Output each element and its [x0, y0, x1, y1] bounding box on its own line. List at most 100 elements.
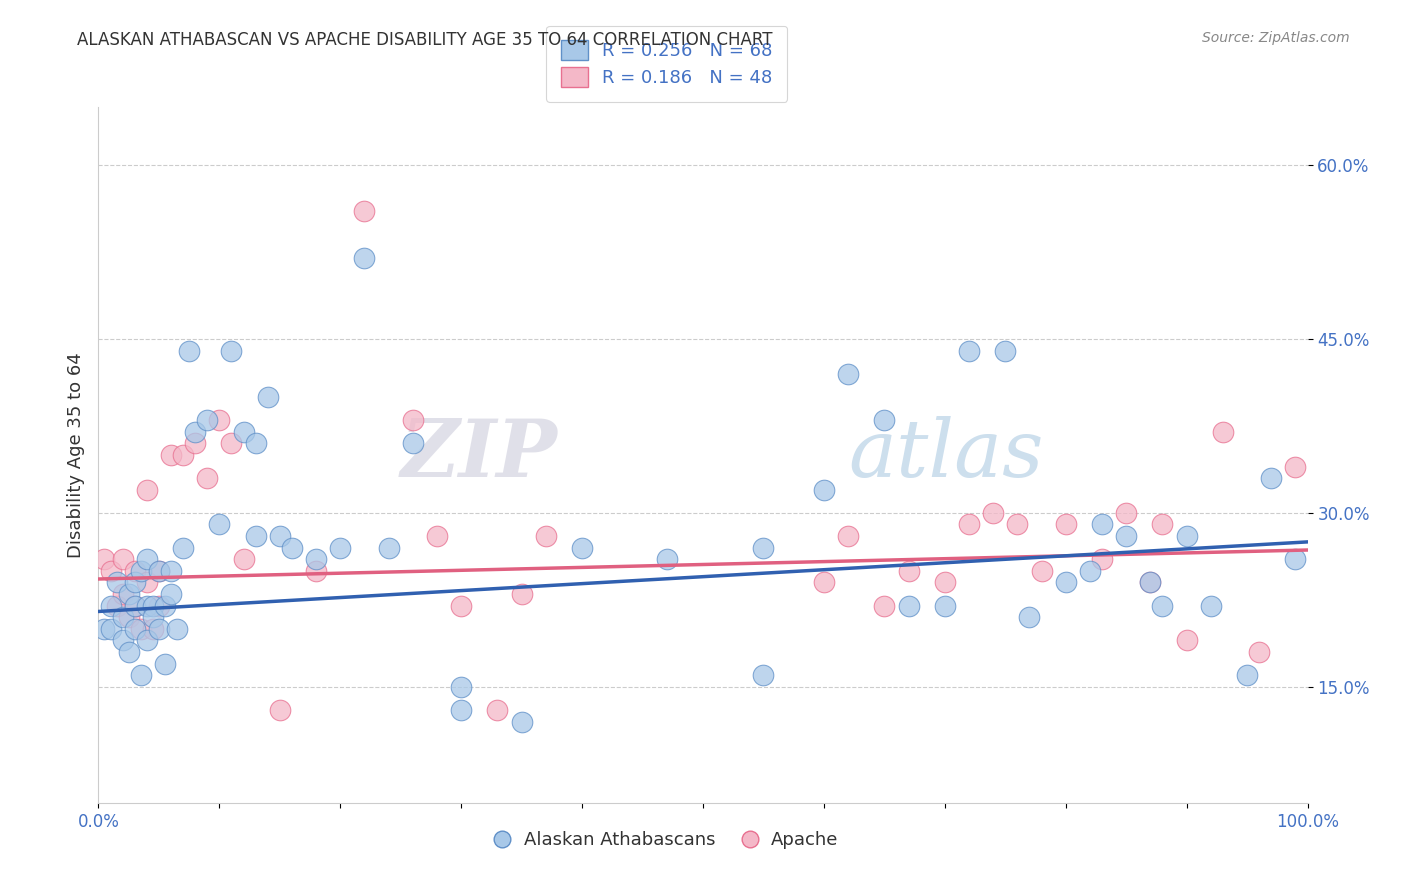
Point — [1175, 529, 1198, 543]
Point — [1284, 459, 1306, 474]
Y-axis label: Disability Age 35 to 64: Disability Age 35 to 64 — [66, 352, 84, 558]
Point — [873, 599, 896, 613]
Point — [1139, 575, 1161, 590]
Point — [655, 552, 678, 566]
Point — [1249, 645, 1271, 659]
Point — [571, 541, 593, 555]
Point — [813, 483, 835, 497]
Point — [124, 599, 146, 613]
Point — [135, 483, 157, 497]
Point — [353, 204, 375, 219]
Point — [1152, 599, 1174, 613]
Text: atlas: atlas — [848, 417, 1043, 493]
Point — [129, 564, 152, 578]
Point — [195, 413, 218, 427]
Point — [1031, 564, 1053, 578]
Point — [1078, 564, 1101, 578]
Point — [752, 541, 775, 555]
Point — [148, 564, 170, 578]
Point — [245, 529, 267, 543]
Point — [118, 645, 141, 659]
Point — [100, 564, 122, 578]
Point — [1152, 517, 1174, 532]
Point — [129, 668, 152, 682]
Point — [142, 610, 165, 624]
Point — [184, 436, 207, 450]
Point — [195, 471, 218, 485]
Text: Source: ZipAtlas.com: Source: ZipAtlas.com — [1202, 31, 1350, 45]
Point — [1091, 517, 1114, 532]
Point — [148, 599, 170, 613]
Point — [184, 425, 207, 439]
Point — [981, 506, 1004, 520]
Point — [142, 599, 165, 613]
Point — [124, 622, 146, 636]
Point — [1175, 633, 1198, 648]
Point — [148, 622, 170, 636]
Point — [172, 541, 194, 555]
Point — [1199, 599, 1222, 613]
Point — [813, 575, 835, 590]
Point — [1091, 552, 1114, 566]
Point — [450, 680, 472, 694]
Point — [135, 633, 157, 648]
Point — [1236, 668, 1258, 682]
Point — [377, 541, 399, 555]
Point — [93, 622, 115, 636]
Point — [129, 622, 152, 636]
Point — [135, 552, 157, 566]
Point — [353, 251, 375, 265]
Point — [1115, 529, 1137, 543]
Point — [994, 343, 1017, 358]
Point — [897, 564, 920, 578]
Point — [124, 564, 146, 578]
Point — [124, 599, 146, 613]
Point — [105, 575, 128, 590]
Point — [269, 703, 291, 717]
Text: ZIP: ZIP — [401, 417, 558, 493]
Point — [208, 413, 231, 427]
Point — [135, 575, 157, 590]
Point — [160, 587, 183, 601]
Point — [1260, 471, 1282, 485]
Point — [534, 529, 557, 543]
Point — [329, 541, 352, 555]
Point — [111, 587, 134, 601]
Point — [426, 529, 449, 543]
Point — [118, 587, 141, 601]
Point — [208, 517, 231, 532]
Point — [166, 622, 188, 636]
Point — [100, 599, 122, 613]
Point — [179, 343, 201, 358]
Point — [486, 703, 509, 717]
Point — [837, 367, 859, 381]
Point — [221, 343, 243, 358]
Point — [269, 529, 291, 543]
Point — [305, 564, 328, 578]
Legend: Alaskan Athabascans, Apache: Alaskan Athabascans, Apache — [488, 824, 846, 856]
Point — [450, 703, 472, 717]
Point — [245, 436, 267, 450]
Point — [153, 657, 176, 671]
Point — [100, 622, 122, 636]
Point — [510, 714, 533, 729]
Point — [105, 599, 128, 613]
Point — [402, 413, 425, 427]
Point — [232, 425, 254, 439]
Point — [1284, 552, 1306, 566]
Text: ALASKAN ATHABASCAN VS APACHE DISABILITY AGE 35 TO 64 CORRELATION CHART: ALASKAN ATHABASCAN VS APACHE DISABILITY … — [77, 31, 773, 49]
Point — [160, 448, 183, 462]
Point — [752, 668, 775, 682]
Point — [172, 448, 194, 462]
Point — [232, 552, 254, 566]
Point — [1139, 575, 1161, 590]
Point — [873, 413, 896, 427]
Point — [118, 610, 141, 624]
Point — [510, 587, 533, 601]
Point — [934, 599, 956, 613]
Point — [221, 436, 243, 450]
Point — [111, 610, 134, 624]
Point — [111, 633, 134, 648]
Point — [897, 599, 920, 613]
Point — [450, 599, 472, 613]
